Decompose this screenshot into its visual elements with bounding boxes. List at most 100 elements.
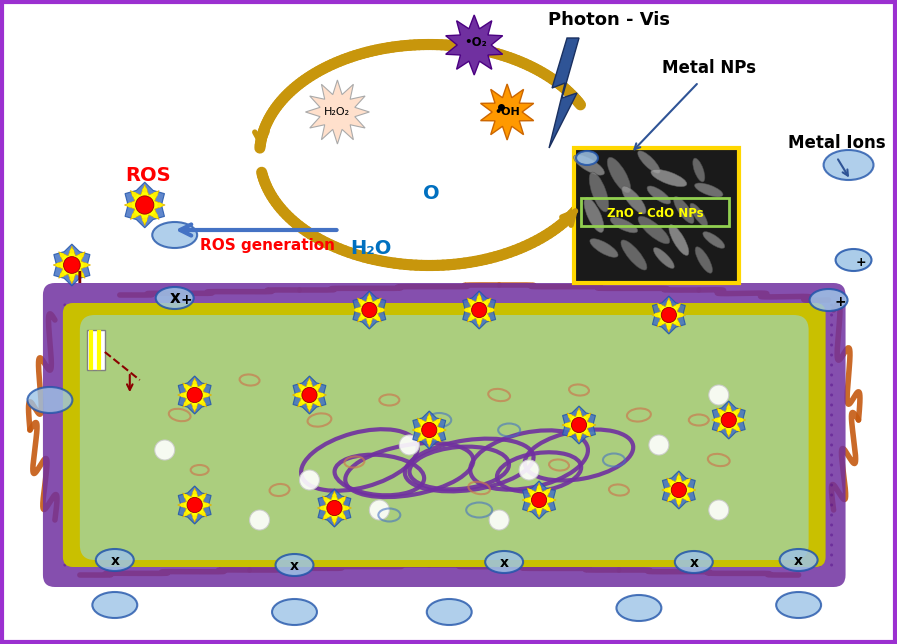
Circle shape (415, 428, 419, 432)
Circle shape (699, 493, 701, 497)
Circle shape (387, 374, 390, 377)
Circle shape (99, 363, 102, 366)
Circle shape (734, 383, 737, 386)
Circle shape (64, 314, 67, 316)
Circle shape (243, 524, 246, 527)
Circle shape (147, 343, 150, 346)
Circle shape (303, 553, 306, 556)
Circle shape (519, 453, 521, 457)
Circle shape (458, 363, 462, 366)
Circle shape (568, 431, 573, 436)
Circle shape (87, 504, 90, 506)
Circle shape (602, 413, 605, 417)
Circle shape (351, 354, 354, 357)
Circle shape (267, 303, 270, 307)
Circle shape (123, 564, 126, 567)
Circle shape (458, 464, 462, 466)
Circle shape (315, 314, 318, 316)
Circle shape (315, 413, 318, 417)
Circle shape (339, 323, 342, 327)
Circle shape (132, 192, 137, 197)
Circle shape (686, 513, 690, 516)
Circle shape (255, 553, 258, 556)
Circle shape (519, 484, 521, 486)
Circle shape (315, 553, 318, 556)
Circle shape (207, 404, 210, 406)
Circle shape (363, 504, 366, 506)
Circle shape (60, 272, 65, 277)
Circle shape (99, 393, 102, 397)
Circle shape (423, 524, 426, 527)
Circle shape (327, 424, 330, 426)
Circle shape (782, 393, 785, 397)
Circle shape (231, 433, 234, 437)
Circle shape (423, 354, 426, 357)
Circle shape (566, 363, 570, 366)
Circle shape (638, 484, 641, 486)
Circle shape (686, 553, 690, 556)
Circle shape (794, 453, 797, 457)
Circle shape (770, 303, 773, 307)
Circle shape (183, 504, 186, 506)
Circle shape (327, 323, 330, 327)
Circle shape (483, 453, 485, 457)
Circle shape (794, 374, 797, 377)
Circle shape (363, 374, 366, 377)
Circle shape (363, 323, 366, 327)
Circle shape (147, 323, 150, 327)
Circle shape (614, 303, 618, 307)
Circle shape (746, 533, 749, 536)
Circle shape (746, 413, 749, 417)
Circle shape (830, 404, 833, 406)
Circle shape (447, 424, 450, 426)
Circle shape (423, 314, 426, 316)
Circle shape (722, 404, 725, 406)
Circle shape (423, 533, 426, 536)
Circle shape (627, 553, 629, 556)
Circle shape (566, 513, 570, 516)
Circle shape (591, 314, 593, 316)
Circle shape (303, 493, 306, 497)
Circle shape (87, 374, 90, 377)
Circle shape (663, 404, 665, 406)
Circle shape (333, 493, 336, 498)
Circle shape (399, 453, 402, 457)
Circle shape (602, 323, 605, 327)
Circle shape (327, 314, 330, 316)
Circle shape (303, 314, 306, 316)
Circle shape (375, 314, 378, 316)
Circle shape (135, 404, 138, 406)
Circle shape (483, 433, 485, 437)
Circle shape (219, 383, 222, 386)
Circle shape (195, 524, 198, 527)
Circle shape (638, 354, 641, 357)
Circle shape (710, 453, 713, 457)
Circle shape (339, 544, 342, 547)
Circle shape (375, 374, 378, 377)
Circle shape (638, 564, 641, 567)
Circle shape (87, 533, 90, 536)
Circle shape (447, 413, 450, 417)
Circle shape (530, 504, 534, 506)
Circle shape (758, 544, 761, 547)
Circle shape (219, 363, 222, 366)
Circle shape (746, 564, 749, 567)
Circle shape (507, 464, 510, 466)
Circle shape (734, 484, 737, 486)
Circle shape (135, 374, 138, 377)
Circle shape (447, 473, 450, 477)
Circle shape (267, 564, 270, 567)
Circle shape (818, 504, 821, 506)
Circle shape (327, 544, 330, 547)
Circle shape (111, 504, 114, 506)
Circle shape (494, 564, 498, 567)
Circle shape (64, 374, 67, 377)
Circle shape (279, 504, 282, 506)
Circle shape (135, 553, 138, 556)
Circle shape (135, 473, 138, 477)
Circle shape (99, 433, 102, 437)
Circle shape (490, 308, 494, 312)
Text: x: x (500, 556, 509, 570)
Circle shape (721, 412, 736, 428)
Circle shape (830, 433, 833, 437)
